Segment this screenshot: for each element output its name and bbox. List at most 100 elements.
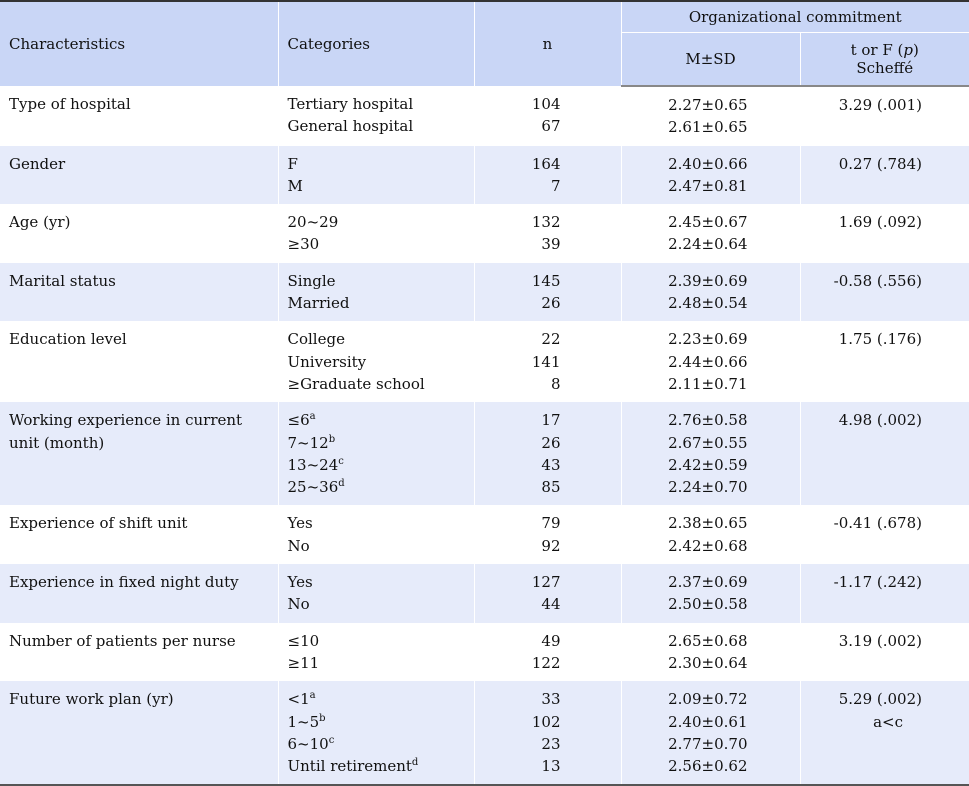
category-item: F [287,154,298,173]
test-statistic: -0.58 (.556) [833,271,922,290]
category-item: ≥11 [287,653,320,672]
n-value: 122 [531,653,561,672]
n-value: 22 [541,330,561,349]
msd-cell: 2.39±0.69 2.48±0.54 [620,262,800,322]
msd-value: 2.11±0.71 [668,374,748,393]
header-msd: M±SD [620,32,800,87]
msd-value: 2.39±0.69 [668,271,748,290]
test-statistic-cell: -0.41 (.678) [799,505,969,565]
msd-value: 2.24±0.70 [668,478,748,497]
category-item: General hospital [287,117,414,136]
categories-cell: College University ≥Graduate school [277,321,474,403]
characteristic-cell: Marital status [0,262,278,322]
test-statistic-cell: 3.29 (.001) [799,86,969,146]
n-cell: 164 7 [473,145,621,205]
table-row: Education level College University ≥Graduat… [0,321,969,403]
msd-cell: 2.45±0.67 2.24±0.64 [620,204,800,263]
header-n: n [473,1,621,86]
category-item: ≤6a [287,411,316,430]
table-row: Age (yr) 20~29 ≥30 132 39 2.45±0.67 2.24±0.64 1… [0,204,969,263]
category-superscript: c [338,455,344,467]
n-value: 104 [531,95,561,113]
category-item: 25~36d [287,478,345,497]
n-value: 26 [541,433,561,452]
msd-cell: 2.09±0.72 2.40±0.61 2.77±0.70 2.56±0.62 [620,681,800,786]
category-superscript: d [411,757,419,769]
categories-cell: Tertiary hospital General hospital [277,86,474,146]
msd-value: 2.56±0.62 [668,757,748,776]
category-item: 13~24c [287,455,344,474]
category-superscript: b [328,433,336,445]
table-row: Experience in fixed night duty Yes No 127 44… [0,564,969,623]
msd-cell: 2.27±0.65 2.61±0.65 [620,86,800,146]
n-value: 67 [541,117,561,136]
test-statistic: 3.19 (.002) [838,631,922,650]
categories-cell: ≤10 ≥11 [277,622,474,682]
category-item: ≥Graduate school [287,374,425,393]
n-value: 26 [541,294,561,313]
category-item: No [287,595,310,614]
n-value: 23 [541,734,561,753]
n-value: 43 [541,455,561,474]
msd-value: 2.61±0.65 [668,118,748,137]
category-item: ≥30 [287,235,320,254]
table-row: Gender F M 164 7 2.40±0.66 2.47±0.81 0.27 (.784… [0,145,969,205]
test-statistic-cell: 5.29 (.002) a<c [799,681,969,786]
table-header: Characteristics Categories n Organizatio… [0,1,969,87]
test-statistic-cell: 3.19 (.002) [799,622,969,682]
test-statistic: 3.29 (.001) [838,96,922,114]
category-superscript: c [328,734,335,746]
category-item: 7~12b [287,433,336,452]
n-cell: 33 102 23 13 [473,681,621,786]
n-cell: 104 67 [473,86,621,146]
test-statistic: -1.17 (.242) [833,573,922,592]
test-statistic: 4.98 (.002) [838,411,922,430]
n-value: 7 [550,176,561,195]
categories-cell: <1a 1~5b 6~10c Until retirementd [277,681,474,786]
scheffe-result: a<c [873,712,903,731]
msd-value: 2.65±0.68 [668,631,748,650]
msd-value: 2.37±0.69 [668,573,748,592]
msd-value: 2.42±0.68 [668,536,748,555]
n-value: 85 [541,478,561,497]
n-value: 33 [541,690,561,709]
category-superscript: a [309,690,316,702]
n-cell: 145 26 [473,262,621,322]
msd-value: 2.67±0.55 [668,433,748,452]
categories-cell: Yes No [277,505,474,565]
msd-value: 2.47±0.81 [668,176,748,195]
category-item: No [287,536,310,555]
table-row: Experience of shift unit Yes No 79 92 2.38±0.… [0,505,969,565]
n-value: 39 [541,235,561,254]
test-statistic: 1.75 (.176) [838,330,922,349]
header-t-or-f: t or F (p) Scheffé [799,32,969,87]
msd-value: 2.48±0.54 [668,294,748,313]
test-statistic-cell: 4.98 (.002) [799,402,969,506]
table-row: Marital status Single Married 145 26 2.39±0.6… [0,262,969,322]
characteristic-cell: Experience in fixed night duty [0,564,278,623]
n-cell: 79 92 [473,505,621,565]
msd-value: 2.30±0.64 [668,653,748,672]
test-statistic: 0.27 (.784) [838,154,922,173]
category-item: Single [287,271,336,290]
n-value: 13 [541,757,561,776]
characteristic-cell: Future work plan (yr) [0,681,278,786]
n-value: 102 [531,712,561,731]
category-item: Yes [287,514,313,533]
characteristic-cell: Type of hospital [9,95,131,113]
test-statistic: 1.69 (.092) [838,213,922,232]
msd-value: 2.40±0.66 [668,154,748,173]
n-value: 141 [531,352,561,371]
msd-cell: 2.76±0.58 2.67±0.55 2.42±0.59 2.24±0.70 [620,402,800,506]
n-value: 44 [541,595,561,614]
test-statistic-cell: -0.58 (.556) [799,262,969,322]
category-item: 1~5b [287,712,326,731]
category-item: University [287,352,367,371]
msd-value: 2.44±0.66 [668,352,748,371]
category-superscript: a [309,411,316,423]
categories-cell: ≤6a 7~12b 13~24c 25~36d [277,402,474,506]
n-value: 127 [531,573,561,592]
msd-value: 2.23±0.69 [668,330,748,349]
